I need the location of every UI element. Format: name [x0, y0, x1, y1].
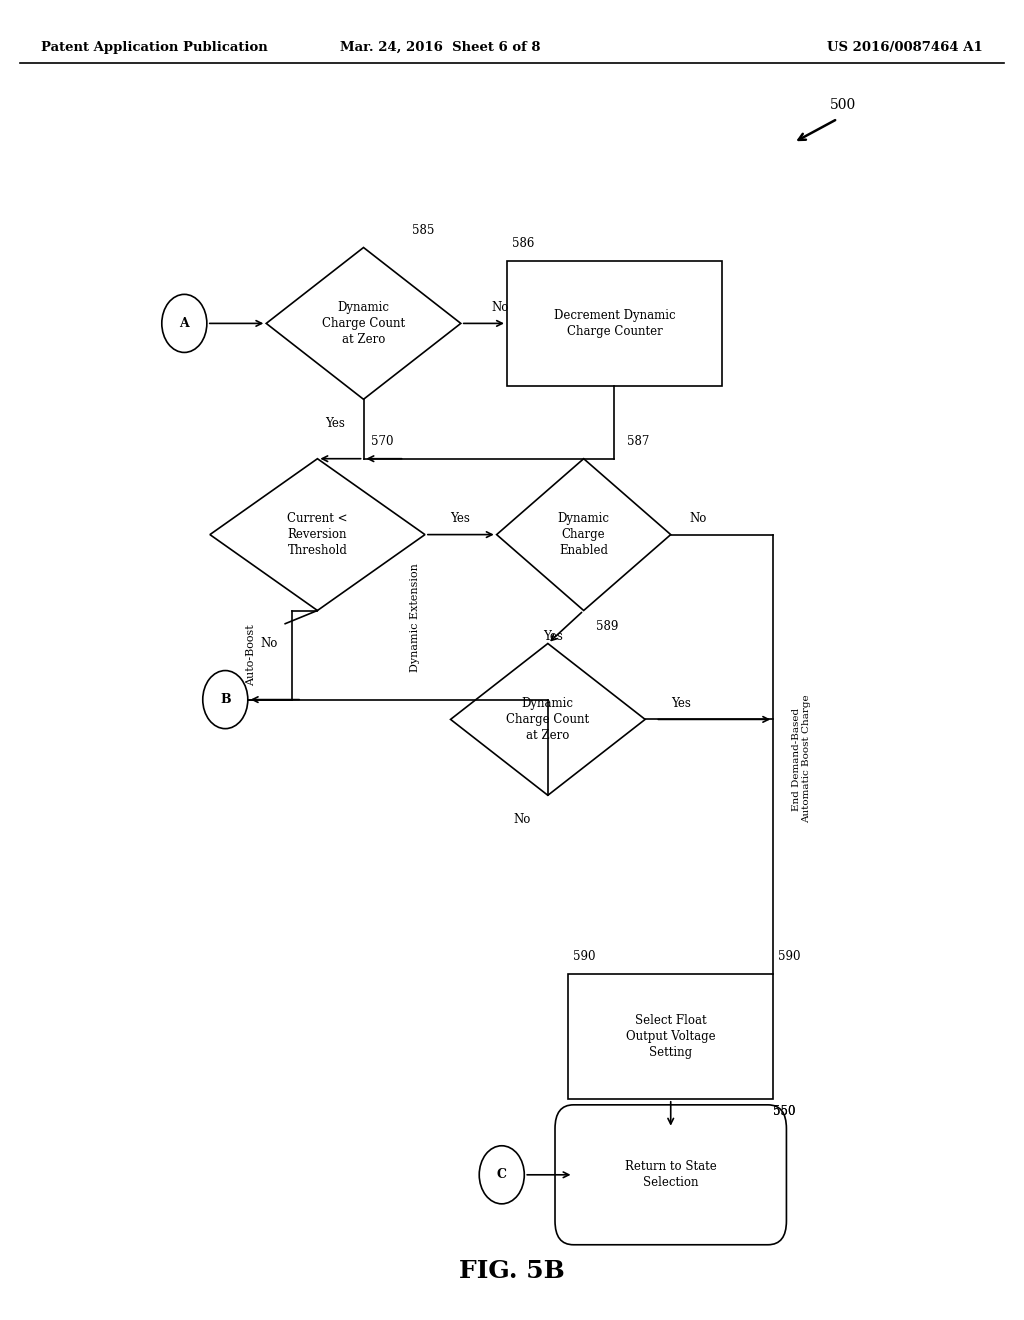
Text: Dynamic
Charge
Enabled: Dynamic Charge Enabled — [558, 512, 609, 557]
Text: Dynamic Extension: Dynamic Extension — [410, 562, 420, 672]
Text: A: A — [179, 317, 189, 330]
Text: Patent Application Publication: Patent Application Publication — [41, 41, 267, 54]
Text: 586: 586 — [512, 238, 535, 251]
Text: No: No — [514, 813, 530, 825]
Text: Yes: Yes — [671, 697, 690, 710]
Text: FIG. 5B: FIG. 5B — [459, 1259, 565, 1283]
Text: 570: 570 — [371, 436, 393, 449]
Text: B: B — [220, 693, 230, 706]
Text: 500: 500 — [829, 98, 856, 112]
Text: Auto-Boost: Auto-Boost — [246, 624, 256, 686]
Text: US 2016/0087464 A1: US 2016/0087464 A1 — [827, 41, 983, 54]
Text: Dynamic
Charge Count
at Zero: Dynamic Charge Count at Zero — [506, 697, 590, 742]
Text: Dynamic
Charge Count
at Zero: Dynamic Charge Count at Zero — [322, 301, 406, 346]
Text: Select Float
Output Voltage
Setting: Select Float Output Voltage Setting — [626, 1014, 716, 1059]
Text: Return to State
Selection: Return to State Selection — [625, 1160, 717, 1189]
Text: Current <
Reversion
Threshold: Current < Reversion Threshold — [287, 512, 348, 557]
Text: 550: 550 — [773, 1105, 796, 1118]
Text: 590: 590 — [778, 950, 801, 964]
Text: C: C — [497, 1168, 507, 1181]
Text: No: No — [492, 301, 509, 314]
Text: 589: 589 — [596, 620, 618, 632]
Text: Yes: Yes — [544, 631, 563, 643]
Text: 585: 585 — [412, 224, 434, 238]
Text: 590: 590 — [573, 950, 596, 964]
Text: Yes: Yes — [326, 417, 345, 429]
Text: Yes: Yes — [451, 512, 470, 525]
Text: No: No — [689, 512, 707, 525]
Bar — [568, 974, 773, 1098]
Text: 587: 587 — [627, 436, 649, 449]
Text: No: No — [261, 638, 278, 649]
Bar — [507, 261, 722, 385]
Text: 550: 550 — [773, 1105, 796, 1118]
Text: Decrement Dynamic
Charge Counter: Decrement Dynamic Charge Counter — [554, 309, 675, 338]
Text: End Demand-Based
Automatic Boost Charge: End Demand-Based Automatic Boost Charge — [792, 694, 811, 824]
Text: Mar. 24, 2016  Sheet 6 of 8: Mar. 24, 2016 Sheet 6 of 8 — [340, 41, 541, 54]
